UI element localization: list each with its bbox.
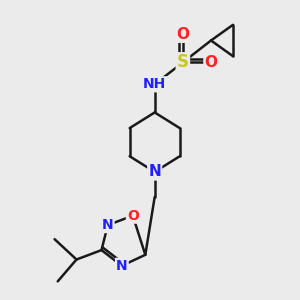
- Text: S: S: [177, 53, 189, 71]
- Text: O: O: [176, 27, 189, 42]
- Text: O: O: [205, 55, 218, 70]
- Text: N: N: [102, 218, 114, 232]
- Text: N: N: [148, 164, 161, 179]
- Text: N: N: [116, 259, 128, 273]
- Text: O: O: [127, 209, 139, 223]
- Text: NH: NH: [143, 77, 166, 91]
